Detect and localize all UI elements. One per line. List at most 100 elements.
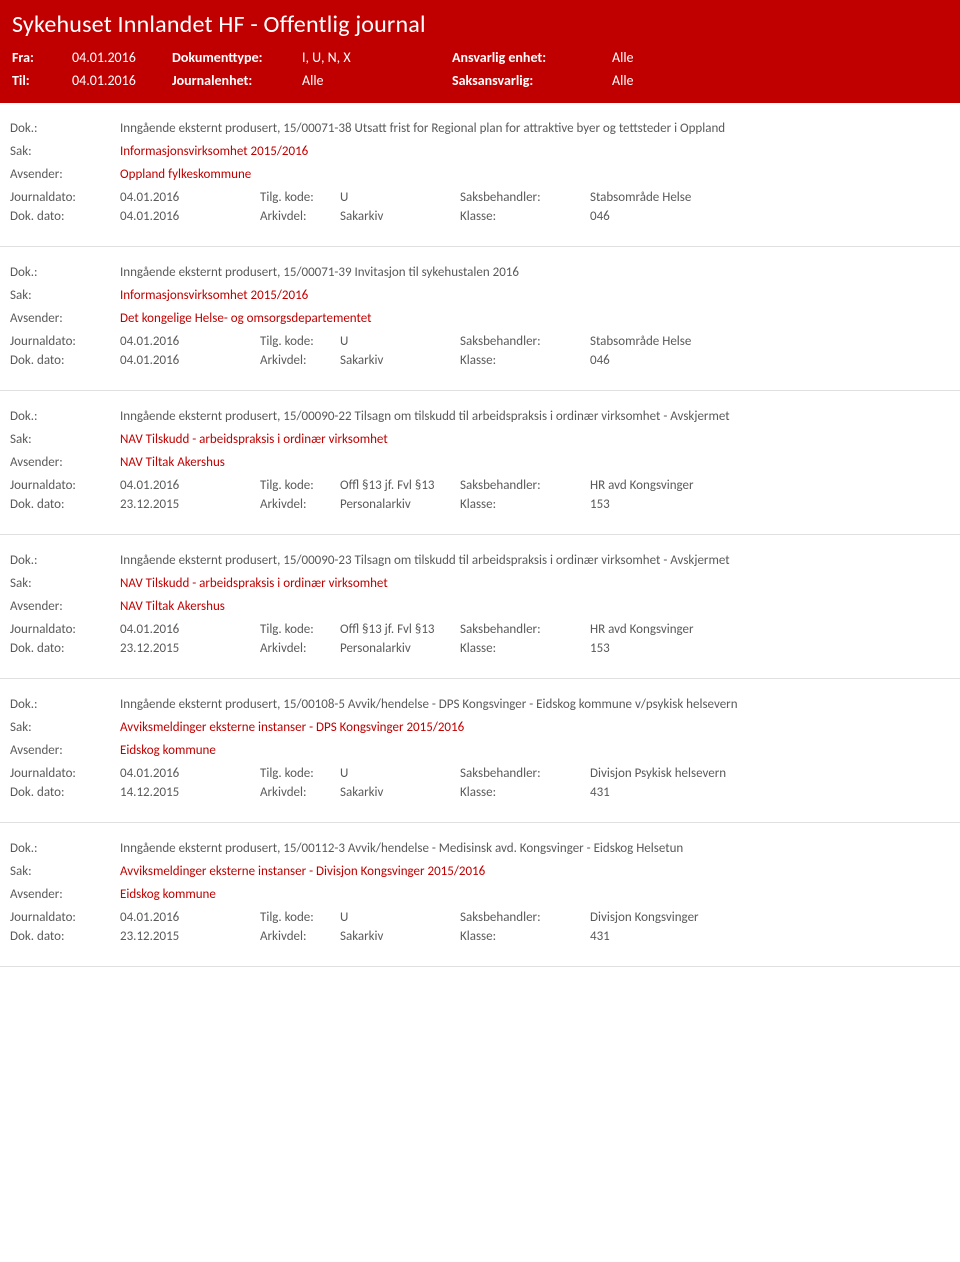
journaldato-value: 04.01.2016	[120, 190, 260, 205]
journaldato-value: 04.01.2016	[120, 622, 260, 637]
avsender-row: Avsender: Det kongelige Helse- og omsorg…	[10, 311, 950, 326]
arkivdel-value: Sakarkiv	[340, 785, 460, 800]
arkivdel-value: Personalarkiv	[340, 497, 460, 512]
dok-label: Dok.:	[10, 697, 120, 712]
tilgkode-label: Tilg. kode:	[260, 334, 340, 349]
journaldato-row: Journaldato: 04.01.2016 Tilg. kode: Offl…	[10, 622, 950, 637]
journaldato-label: Journaldato:	[10, 766, 120, 781]
sak-value: Informasjonsvirksomhet 2015/2016	[120, 288, 950, 303]
tilgkode-label: Tilg. kode:	[260, 910, 340, 925]
avsender-label: Avsender:	[10, 167, 120, 182]
dokdato-label: Dok. dato:	[10, 929, 120, 944]
klasse-label: Klasse:	[460, 641, 590, 656]
journal-entry: Dok.: Inngående eksternt produsert, 15/0…	[0, 103, 960, 247]
dokdato-value: 23.12.2015	[120, 641, 260, 656]
sak-value: Avviksmeldinger eksterne instanser - DPS…	[120, 720, 950, 735]
dokumenttype-label: Dokumenttype:	[172, 49, 302, 66]
klasse-value: 046	[590, 353, 610, 368]
saksbehandler-value: Divisjon Kongsvinger	[590, 910, 699, 925]
avsender-label: Avsender:	[10, 743, 120, 758]
avsender-row: Avsender: NAV Tiltak Akershus	[10, 455, 950, 470]
arkivdel-value: Sakarkiv	[340, 209, 460, 224]
journal-entry: Dok.: Inngående eksternt produsert, 15/0…	[0, 679, 960, 823]
sak-row: Sak: Informasjonsvirksomhet 2015/2016	[10, 288, 950, 303]
dok-value: Inngående eksternt produsert, 15/00112-3…	[120, 841, 950, 856]
dok-label: Dok.:	[10, 553, 120, 568]
sak-label: Sak:	[10, 864, 120, 879]
dok-label: Dok.:	[10, 265, 120, 280]
dokdato-value: 23.12.2015	[120, 929, 260, 944]
dokdato-value: 04.01.2016	[120, 209, 260, 224]
tilgkode-value: U	[340, 766, 460, 781]
dokumenttype-value: I, U, N, X	[302, 49, 452, 66]
journaldato-label: Journaldato:	[10, 334, 120, 349]
entries-list: Dok.: Inngående eksternt produsert, 15/0…	[0, 103, 960, 967]
saksansvarlig-value: Alle	[612, 72, 634, 89]
avsender-value: NAV Tiltak Akershus	[120, 599, 950, 614]
dok-label: Dok.:	[10, 409, 120, 424]
sak-value: NAV Tilskudd - arbeidspraksis i ordinær …	[120, 576, 950, 591]
journaldato-row: Journaldato: 04.01.2016 Tilg. kode: U Sa…	[10, 334, 950, 349]
saksansvarlig-label: Saksansvarlig:	[452, 72, 612, 89]
dok-label: Dok.:	[10, 841, 120, 856]
tilgkode-label: Tilg. kode:	[260, 478, 340, 493]
avsender-value: NAV Tiltak Akershus	[120, 455, 950, 470]
tilgkode-value: Offl §13 jf. Fvl §13	[340, 478, 460, 493]
dokdato-label: Dok. dato:	[10, 785, 120, 800]
dokdato-row: Dok. dato: 14.12.2015 Arkivdel: Sakarkiv…	[10, 785, 950, 800]
journaldato-row: Journaldato: 04.01.2016 Tilg. kode: U Sa…	[10, 190, 950, 205]
journaldato-value: 04.01.2016	[120, 766, 260, 781]
sak-row: Sak: Avviksmeldinger eksterne instanser …	[10, 864, 950, 879]
dok-row: Dok.: Inngående eksternt produsert, 15/0…	[10, 841, 950, 856]
arkivdel-label: Arkivdel:	[260, 497, 340, 512]
tilgkode-value: U	[340, 910, 460, 925]
dok-label: Dok.:	[10, 121, 120, 136]
saksbehandler-label: Saksbehandler:	[460, 766, 590, 781]
avsender-value: Oppland fylkeskommune	[120, 167, 950, 182]
arkivdel-value: Sakarkiv	[340, 929, 460, 944]
journaldato-label: Journaldato:	[10, 190, 120, 205]
sak-label: Sak:	[10, 144, 120, 159]
journaldato-row: Journaldato: 04.01.2016 Tilg. kode: Offl…	[10, 478, 950, 493]
avsender-row: Avsender: NAV Tiltak Akershus	[10, 599, 950, 614]
journaldato-row: Journaldato: 04.01.2016 Tilg. kode: U Sa…	[10, 766, 950, 781]
dokdato-label: Dok. dato:	[10, 209, 120, 224]
arkivdel-label: Arkivdel:	[260, 929, 340, 944]
avsender-label: Avsender:	[10, 455, 120, 470]
saksbehandler-label: Saksbehandler:	[460, 334, 590, 349]
journaldato-value: 04.01.2016	[120, 334, 260, 349]
klasse-label: Klasse:	[460, 497, 590, 512]
journalenhet-label: Journalenhet:	[172, 72, 302, 89]
sak-label: Sak:	[10, 432, 120, 447]
dok-value: Inngående eksternt produsert, 15/00071-3…	[120, 121, 950, 136]
avsender-value: Det kongelige Helse- og omsorgsdeparteme…	[120, 311, 950, 326]
sak-label: Sak:	[10, 576, 120, 591]
dokdato-row: Dok. dato: 04.01.2016 Arkivdel: Sakarkiv…	[10, 209, 950, 224]
ansvarlig-value: Alle	[612, 49, 634, 66]
tilgkode-value: U	[340, 190, 460, 205]
avsender-row: Avsender: Oppland fylkeskommune	[10, 167, 950, 182]
sak-value: Informasjonsvirksomhet 2015/2016	[120, 144, 950, 159]
avsender-row: Avsender: Eidskog kommune	[10, 887, 950, 902]
saksbehandler-value: Stabsområde Helse	[590, 190, 691, 205]
ansvarlig-label: Ansvarlig enhet:	[452, 49, 612, 66]
dokdato-row: Dok. dato: 04.01.2016 Arkivdel: Sakarkiv…	[10, 353, 950, 368]
saksbehandler-value: HR avd Kongsvinger	[590, 622, 694, 637]
klasse-label: Klasse:	[460, 353, 590, 368]
avsender-label: Avsender:	[10, 599, 120, 614]
journaldato-label: Journaldato:	[10, 910, 120, 925]
klasse-label: Klasse:	[460, 209, 590, 224]
saksbehandler-label: Saksbehandler:	[460, 910, 590, 925]
saksbehandler-value: Divisjon Psykisk helsevern	[590, 766, 726, 781]
journal-entry: Dok.: Inngående eksternt produsert, 15/0…	[0, 535, 960, 679]
sak-row: Sak: NAV Tilskudd - arbeidspraksis i ord…	[10, 576, 950, 591]
sak-row: Sak: Informasjonsvirksomhet 2015/2016	[10, 144, 950, 159]
page-title: Sykehuset Innlandet HF - Offentlig journ…	[12, 10, 948, 39]
klasse-value: 431	[590, 785, 610, 800]
sak-label: Sak:	[10, 720, 120, 735]
header-meta: Fra: 04.01.2016 Dokumenttype: I, U, N, X…	[12, 49, 948, 89]
journal-entry: Dok.: Inngående eksternt produsert, 15/0…	[0, 391, 960, 535]
klasse-value: 153	[590, 641, 610, 656]
dokdato-value: 23.12.2015	[120, 497, 260, 512]
sak-row: Sak: Avviksmeldinger eksterne instanser …	[10, 720, 950, 735]
